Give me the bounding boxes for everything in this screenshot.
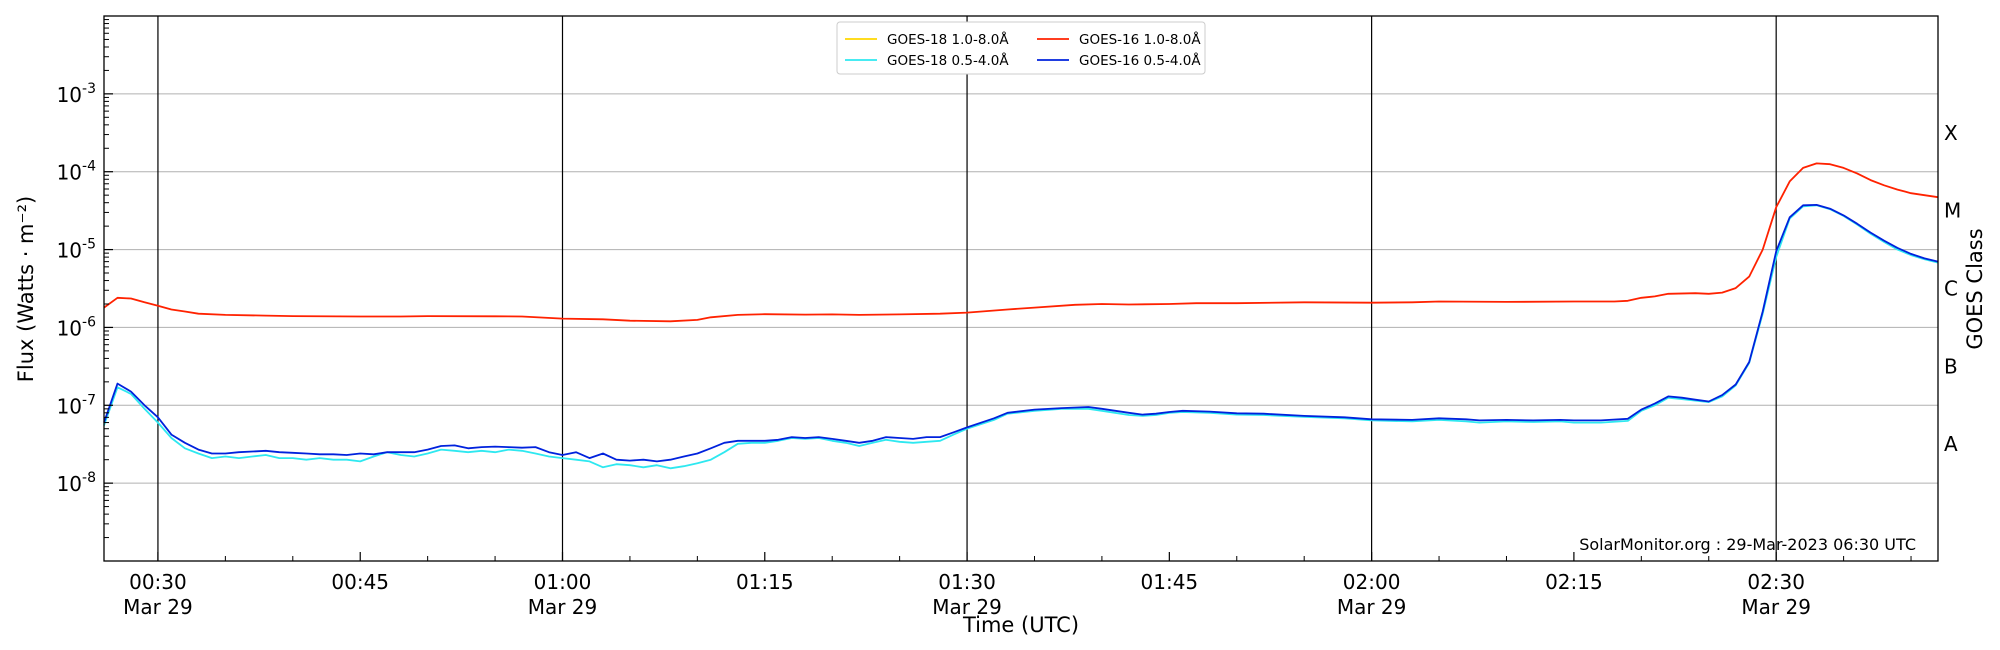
x-tick-label: 00:45 [331,570,389,594]
legend-entry-label: GOES-18 0.5-4.0Å [887,52,1009,69]
goes-class-label: X [1944,121,1958,145]
goes-class-label: B [1944,354,1958,378]
y-tick-label: 10-6 [57,314,97,340]
legend: GOES-18 1.0-8.0Å GOES-18 0.5-4.0Å GOES-16 … [836,21,1206,75]
x-tick-date-label: Mar 29 [1337,595,1407,619]
x-tick-date-label: Mar 29 [123,595,193,619]
x-tick-label: 02:00 [1343,570,1401,594]
x-tick-date-label: Mar 29 [528,595,598,619]
y-tick-label: 10-3 [57,81,96,107]
legend-entry-label: GOES-16 1.0-8.0Å [1079,31,1201,48]
y-tick-label: 10-4 [57,159,97,185]
y-tick-label: 10-5 [57,237,96,263]
x-tick-label: 00:30 [129,570,187,594]
x-tick-label: 02:15 [1545,570,1603,594]
y-tick-label: 10-7 [57,392,96,418]
x-tick-label: 01:30 [938,570,996,594]
series-line [103,204,1939,470]
x-tick-label: 01:45 [1141,570,1199,594]
series-line [103,204,1939,463]
legend-entry-label: GOES-18 1.0-8.0Å [887,31,1009,48]
x-axis-label: Time (UTC) [962,613,1079,637]
data-lines-layer [103,162,1939,470]
plot-frame [103,15,1939,562]
credit-text: SolarMonitor.org : 29-Mar-2023 06:30 UTC [1579,535,1916,554]
x-tick-label: 01:15 [736,570,794,594]
goes-class-axis-label: GOES Class [1963,228,1987,349]
grid-layer [104,16,1938,561]
x-tick-date-label: Mar 29 [932,595,1002,619]
series-line [103,162,1939,323]
goes-class-label: C [1944,277,1958,301]
goes-class-label: M [1944,199,1961,223]
legend-entry-label: GOES-16 0.5-4.0Å [1079,52,1201,69]
legend-box [836,21,1206,75]
y-axis-label: Flux (Watts · m⁻²) [14,196,38,382]
x-tick-label: 02:30 [1747,570,1805,594]
x-tick-label: 01:00 [534,570,592,594]
y-tick-label: 10-8 [57,470,96,496]
x-tick-date-label: Mar 29 [1741,595,1811,619]
goes-class-label: A [1944,432,1958,456]
